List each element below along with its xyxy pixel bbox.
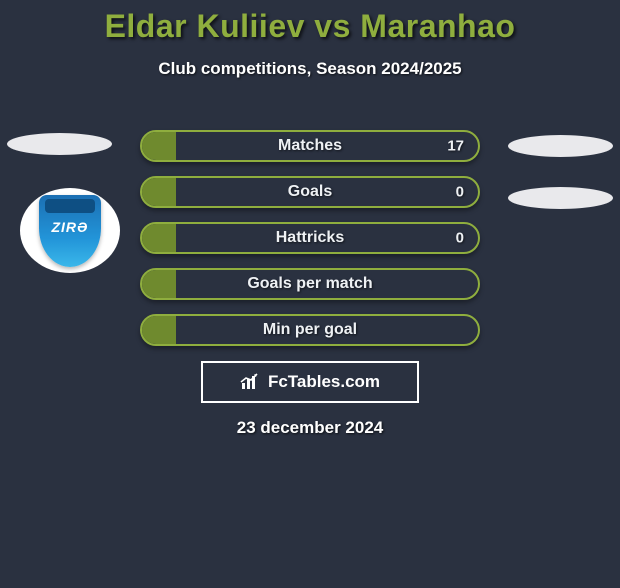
stat-bar-value: 0 <box>456 230 464 247</box>
stat-bar-label: Hattricks <box>142 229 478 247</box>
chart-icon <box>240 373 262 391</box>
stat-bar-label: Goals per match <box>142 275 478 293</box>
stat-bar: Goals per match <box>140 268 480 300</box>
stat-bar-label: Min per goal <box>142 321 478 339</box>
club-left-badge-text: ZIRƏ <box>39 219 101 235</box>
page-subtitle: Club competitions, Season 2024/2025 <box>0 59 620 79</box>
stat-bar: Matches17 <box>140 130 480 162</box>
stat-bar-label: Goals <box>142 183 478 201</box>
club-left-badge: ZIRƏ <box>20 188 120 273</box>
brand-text: FcTables.com <box>268 372 380 392</box>
club-right-badge-placeholder <box>508 187 613 209</box>
stat-bar: Min per goal <box>140 314 480 346</box>
stat-bar-label: Matches <box>142 137 478 155</box>
stat-bar-value: 17 <box>447 138 464 155</box>
player-right-avatar-placeholder <box>508 135 613 157</box>
stat-bar-value: 0 <box>456 184 464 201</box>
date-text: 23 december 2024 <box>0 418 620 438</box>
stat-bar: Hattricks0 <box>140 222 480 254</box>
brand-box: FcTables.com <box>201 361 419 403</box>
player-left-avatar-placeholder <box>7 133 112 155</box>
stat-bars: Matches17Goals0Hattricks0Goals per match… <box>140 130 480 360</box>
stat-bar: Goals0 <box>140 176 480 208</box>
page-title: Eldar Kuliiev vs Maranhao <box>0 8 620 45</box>
